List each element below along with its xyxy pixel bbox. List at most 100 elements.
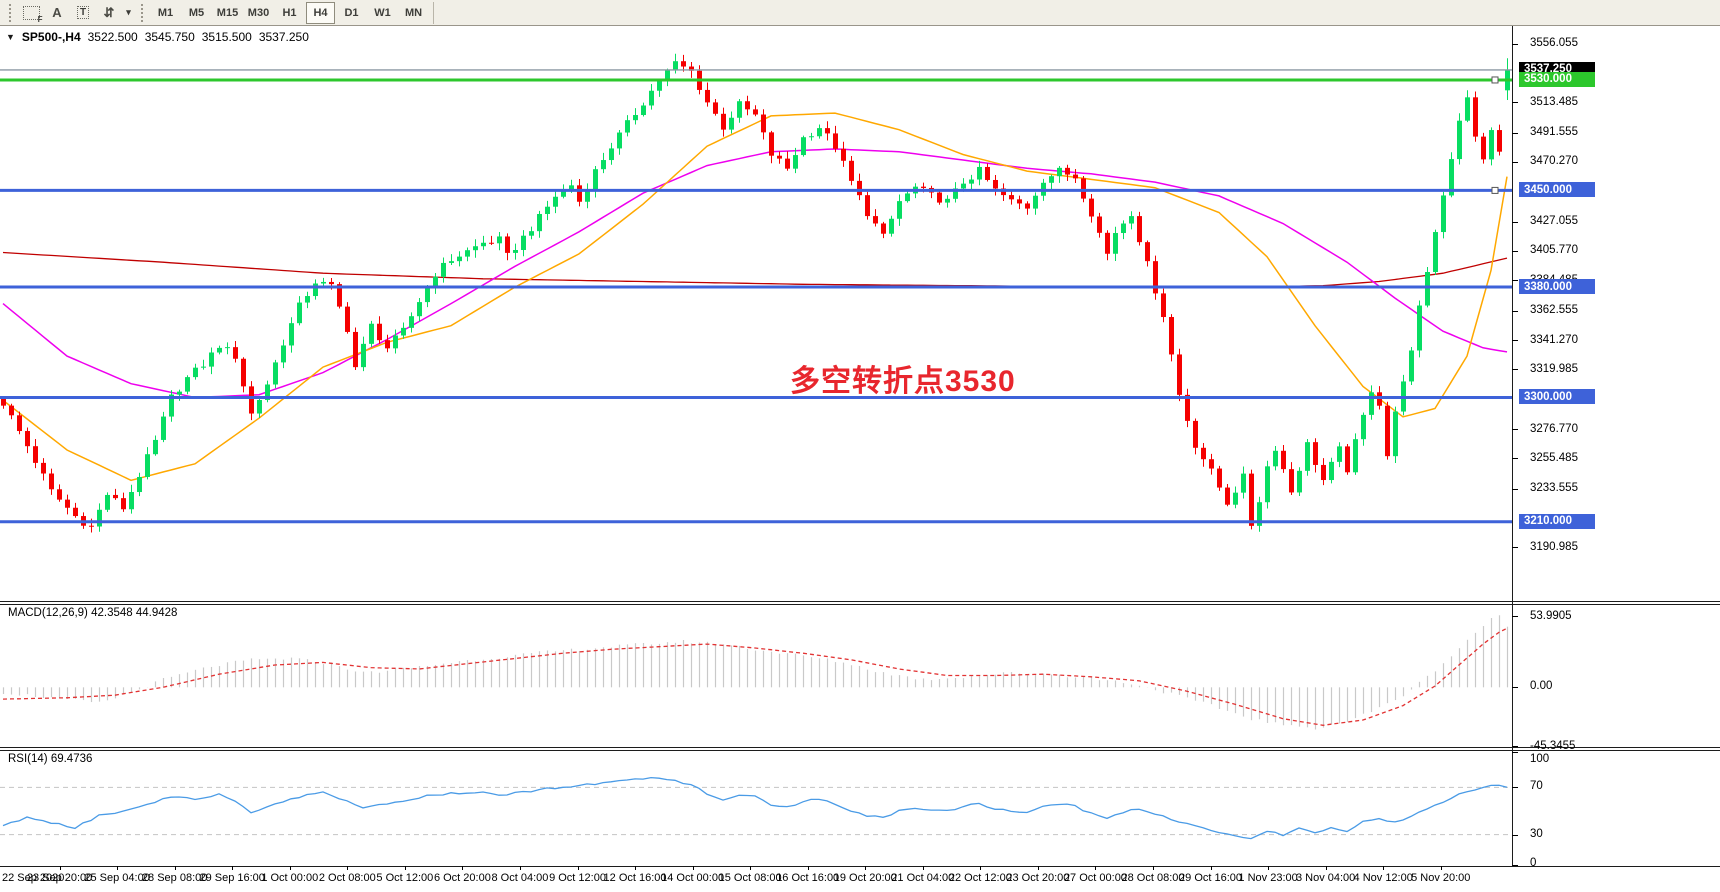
level-price-tag-3300: 3300.000 <box>1519 389 1595 405</box>
timeframe-button-m30[interactable]: M30 <box>247 6 270 19</box>
price-tick-mark <box>1512 221 1518 223</box>
chart-header: ▼ SP500-,H4 3522.500 3545.750 3515.500 3… <box>6 30 309 44</box>
panel-separator-2[interactable] <box>0 747 1720 751</box>
time-axis-line <box>0 866 1720 867</box>
ma-long-line <box>2 251 1508 288</box>
price-tick-label: 3513.485 <box>1530 95 1578 108</box>
macd-signal-line <box>2 627 1508 726</box>
arrows-dropdown-icon[interactable]: ▾ <box>126 7 131 17</box>
timeframe-button-mn[interactable]: MN <box>404 6 423 19</box>
macd-tick-label: 53.9905 <box>1530 609 1572 622</box>
rsi-line <box>2 776 1508 840</box>
time-tick-label: 23 Sep 20:00 <box>26 872 93 884</box>
ma-slow-line <box>2 148 1508 399</box>
timeframe-button-w1[interactable]: W1 <box>374 6 391 19</box>
timeframe-button-m5[interactable]: M5 <box>188 6 205 19</box>
price-tick-label: 3491.555 <box>1530 126 1578 139</box>
timeframe-button-d1[interactable]: D1 <box>344 6 359 19</box>
time-tick-mark <box>1037 866 1039 870</box>
text-label-tool-icon[interactable]: T <box>70 3 96 23</box>
price-tick-mark <box>1512 488 1518 490</box>
time-tick-label: 28 Sep 08:00 <box>141 872 208 884</box>
rsi-tick-label: 100 <box>1530 753 1550 765</box>
text-tool-icon[interactable]: A <box>52 5 62 20</box>
timeframe-button-m15[interactable]: M15 <box>216 6 239 19</box>
price-tick-mark <box>1512 458 1518 460</box>
time-tick-label: 21 Oct 04:00 <box>891 872 955 884</box>
symbol-dropdown-icon[interactable]: ▼ <box>6 32 15 42</box>
macd-tick-mark <box>1512 686 1518 688</box>
time-tick-mark <box>232 866 234 870</box>
time-tick-mark <box>462 866 464 870</box>
drawing-tools-group: F A T ⇵ ▾ <box>18 3 134 24</box>
price-tick-mark <box>1512 310 1518 312</box>
time-tick-mark <box>117 866 119 870</box>
time-tick-label: 16 Oct 16:00 <box>776 872 840 884</box>
price-tick-mark <box>1512 250 1518 252</box>
toolbar-separator <box>433 1 434 24</box>
time-tick-mark <box>635 866 637 870</box>
time-tick-mark <box>692 866 694 870</box>
rsi-tick-label: 30 <box>1530 827 1543 840</box>
rsi-tick-mark <box>1512 865 1518 866</box>
rsi-tick-mark <box>1512 834 1518 836</box>
ohlc-low: 3515.500 <box>201 30 252 44</box>
timeframes-group: M1 M5 M15 M30 H1 H4 D1 W1 MN <box>150 1 429 24</box>
time-tick-mark <box>980 866 982 870</box>
timeframe-button-m1[interactable]: M1 <box>157 6 174 19</box>
time-tick-mark <box>750 866 752 870</box>
line-handle-3530[interactable] <box>1491 76 1499 84</box>
macd-tick-mark <box>1512 616 1518 618</box>
toolbar-grip[interactable] <box>9 3 11 22</box>
macd-panel-canvas[interactable] <box>0 606 1512 747</box>
rsi-tick-label: 70 <box>1530 780 1543 793</box>
time-tick-mark <box>174 866 176 870</box>
main-chart-canvas[interactable] <box>0 26 1512 601</box>
price-tick-label: 3405.770 <box>1530 244 1578 257</box>
time-tick-mark <box>404 866 406 870</box>
price-tick-mark <box>1512 102 1518 104</box>
level-price-tag-3380: 3380.000 <box>1519 279 1595 295</box>
time-tick-mark <box>519 866 521 870</box>
time-tick-mark <box>1153 866 1154 870</box>
time-tick-label: 8 Oct 04:00 <box>491 872 549 884</box>
time-tick-mark <box>922 866 924 870</box>
ma-fast-line <box>2 112 1508 482</box>
ohlc-high: 3545.750 <box>144 30 195 44</box>
rsi-tick-label: 0 <box>1530 857 1537 869</box>
rsi-panel-canvas[interactable] <box>0 752 1512 866</box>
chart-annotation-text[interactable]: 多空转折点3530 <box>790 365 1016 398</box>
time-tick-mark <box>865 866 867 870</box>
time-tick-label: 3 Nov 04:00 <box>1295 872 1356 884</box>
macd-tick-label: -45.3455 <box>1530 739 1576 752</box>
price-tick-label: 3276.770 <box>1530 422 1578 435</box>
arrows-tool-icon[interactable]: ⇵ <box>103 4 115 20</box>
macd-tick-mark <box>1512 746 1518 748</box>
symbol-name: SP500-,H4 <box>21 30 81 44</box>
time-tick-mark <box>59 866 61 870</box>
time-tick-label: 9 Oct 12:00 <box>549 872 606 884</box>
price-tick-mark <box>1512 43 1518 45</box>
price-tick-label: 3362.555 <box>1530 304 1578 317</box>
price-tick-label: 3190.985 <box>1530 540 1578 553</box>
time-tick-label: 28 Oct 08:00 <box>1121 872 1185 884</box>
timeframe-button-h1[interactable]: H1 <box>282 6 297 19</box>
fibonacci-tool-icon[interactable]: F <box>18 3 44 24</box>
level-price-tag-3450: 3450.000 <box>1519 182 1595 198</box>
price-tick-label: 3427.055 <box>1530 215 1578 228</box>
time-tick-mark <box>347 866 349 870</box>
time-tick-mark <box>1383 866 1385 870</box>
macd-tick-label: 0.00 <box>1530 680 1553 693</box>
price-axis-line <box>1512 26 1513 866</box>
time-tick-label: 1 Nov 23:00 <box>1238 872 1298 884</box>
line-handle-3450[interactable] <box>1491 186 1499 194</box>
price-tick-mark <box>1512 280 1518 282</box>
timeframe-button-h4[interactable]: H4 <box>306 1 335 24</box>
time-tick-label: 22 Oct 12:00 <box>948 872 1012 884</box>
time-tick-label: 2 Oct 08:00 <box>318 872 376 884</box>
level-price-tag-3210: 3210.000 <box>1519 513 1595 529</box>
panel-separator[interactable] <box>0 601 1720 605</box>
time-tick-mark <box>1095 866 1097 870</box>
time-tick-mark <box>1440 866 1442 870</box>
toolbar-grip-2[interactable] <box>141 3 143 22</box>
